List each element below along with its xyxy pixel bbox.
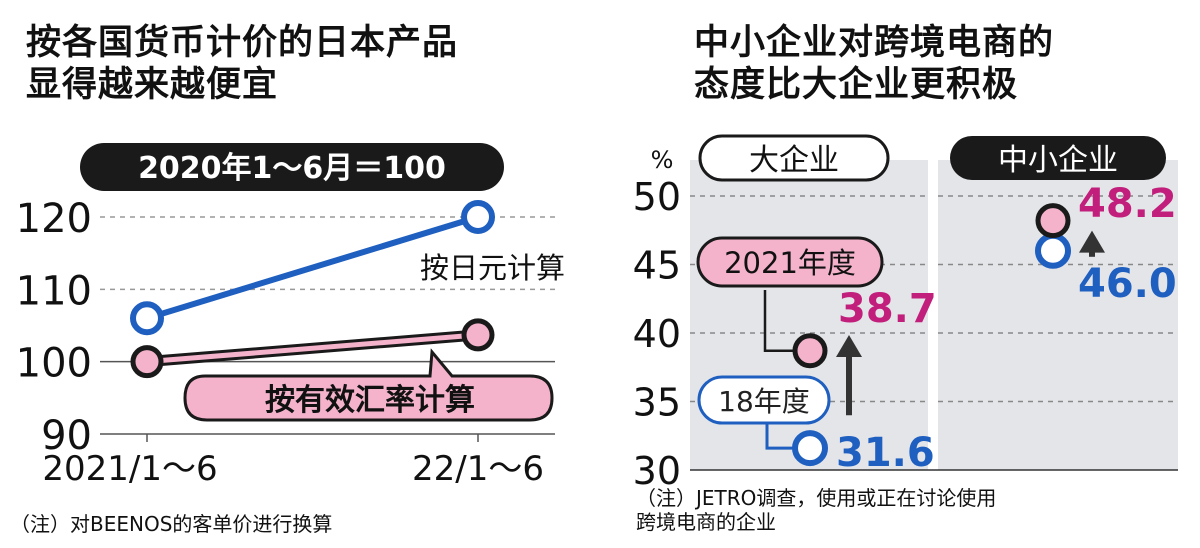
y-tick-label: 120 bbox=[16, 196, 92, 242]
value-label-2018: 31.6 bbox=[836, 430, 935, 476]
y-unit-label: % bbox=[651, 146, 674, 174]
left-line-chart: 2020年1～6月＝100 90 100 110 120 2021/1～6 22/1～6 按日… bbox=[16, 143, 565, 489]
legend-2018 bbox=[697, 375, 831, 425]
point-yen bbox=[130, 301, 164, 336]
y-tick-label: 90 bbox=[41, 413, 92, 459]
series-line-effective bbox=[146, 332, 479, 365]
point-effective bbox=[130, 345, 164, 379]
legend-2021 bbox=[696, 236, 884, 288]
y-tick-label: 50 bbox=[633, 175, 681, 219]
point-2021 bbox=[792, 333, 828, 369]
x-tick-label: 22/1～6 bbox=[412, 449, 544, 489]
base-period-label: 2020年1～6月＝100 bbox=[138, 151, 446, 186]
group-header-large-label: 大企业 bbox=[749, 143, 839, 178]
point-yen bbox=[461, 200, 495, 234]
left-title-line1: 按各国货币计价的日本产品 bbox=[26, 23, 459, 63]
left-title-line2: 显得越来越便宜 bbox=[26, 65, 279, 105]
point-2018 bbox=[1035, 232, 1071, 269]
right-chart-title: 中小企业对跨境电商的 态度比大企业更积极 bbox=[694, 22, 1054, 106]
point-2018 bbox=[792, 430, 828, 467]
base-period-badge bbox=[80, 143, 504, 191]
group-header-small-label: 中小企业 bbox=[998, 143, 1118, 178]
point-effective bbox=[461, 318, 495, 352]
legend-2021-label: 2021年度 bbox=[724, 246, 856, 280]
value-label-2018: 46.0 bbox=[1078, 261, 1177, 307]
series-label-yen: 按日元计算 bbox=[420, 251, 565, 285]
legend-2018-label: 18年度 bbox=[718, 385, 810, 418]
value-label-2021: 48.2 bbox=[1078, 181, 1177, 227]
y-tick-label: 30 bbox=[633, 449, 681, 493]
label-connector-2018 bbox=[765, 420, 795, 450]
point-2021 bbox=[1035, 203, 1071, 239]
y-tick-label: 110 bbox=[16, 268, 92, 314]
x-tick-label: 2021/1～6 bbox=[42, 449, 217, 489]
right-chart-note: （注）JETRO调查，使用或正在讨论使用 跨境电商的企业 bbox=[636, 486, 996, 534]
group-header-small bbox=[950, 136, 1166, 180]
series-label-effective: 按有效汇率计算 bbox=[265, 383, 475, 418]
increase-arrow-head bbox=[1079, 230, 1105, 253]
left-chart-title: 按各国货币计价的日本产品 显得越来越便宜 bbox=[26, 22, 458, 106]
value-label-2021: 38.7 bbox=[838, 286, 937, 332]
y-tick-label: 100 bbox=[16, 341, 92, 387]
y-tick-label: 40 bbox=[633, 312, 681, 356]
y-tick-label: 45 bbox=[633, 244, 681, 288]
series-line-yen bbox=[146, 214, 479, 322]
label-connector-2021 bbox=[763, 290, 795, 353]
right-title-line2: 态度比大企业更积极 bbox=[694, 65, 1019, 105]
increase-arrow-head bbox=[836, 335, 862, 357]
right-note-line2: 跨境电商的企业 bbox=[636, 510, 776, 534]
group-header-large bbox=[698, 134, 890, 182]
series-label-effective-callout bbox=[183, 348, 554, 422]
left-chart-note: （注）对BEENOS的客单价进行换算 bbox=[10, 512, 333, 536]
y-tick-label: 35 bbox=[633, 381, 681, 425]
right-note-line1: （注）JETRO调查，使用或正在讨论使用 bbox=[636, 486, 997, 510]
right-title-line1: 中小企业对跨境电商的 bbox=[694, 23, 1055, 63]
